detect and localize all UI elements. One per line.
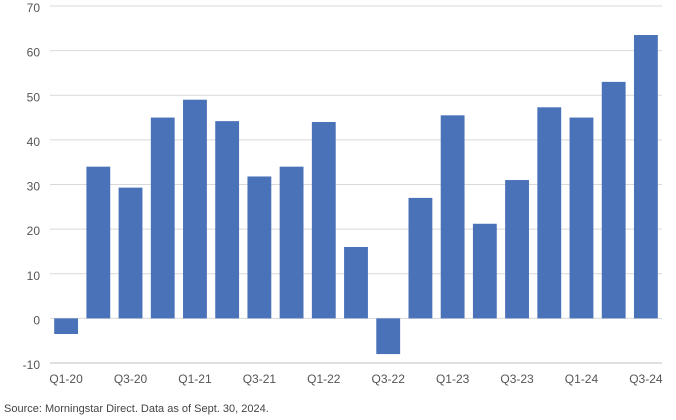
x-axis-labels: Q1-20 Q3-20 Q1-21 Q3-21 Q1-22 Q3-22 Q1-23 Q3-23… (49, 372, 662, 386)
x-tick-label: Q1-24 (565, 372, 599, 386)
y-tick-label: 30 (27, 180, 41, 194)
y-tick-label: 0 (33, 313, 40, 327)
x-tick-label: Q3-22 (372, 372, 406, 386)
x-tick-label: Q1-21 (178, 372, 212, 386)
y-axis-labels: -10 0 10 20 30 40 50 60 70 (23, 1, 41, 372)
y-tick-label: 60 (27, 46, 41, 60)
bar-q1-23 (440, 115, 465, 319)
bar-q1-20 (54, 318, 79, 334)
y-tick-label: 50 (27, 90, 41, 104)
bar-q1-21 (183, 99, 207, 319)
x-tick-label: Q3-23 (500, 372, 534, 386)
bar-q4-23 (537, 107, 562, 319)
bar-q3-22 (376, 318, 401, 355)
bar-q2-23 (472, 223, 497, 319)
bar-q2-24 (601, 81, 626, 319)
y-tick-label: 40 (27, 135, 41, 149)
bar-q1-22 (311, 122, 336, 319)
x-tick-label: Q1-20 (49, 372, 83, 386)
bar-q3-20 (118, 187, 143, 319)
bar-q2-21 (215, 121, 240, 319)
bar-q4-20 (150, 117, 175, 319)
bar-q4-22 (408, 197, 433, 319)
y-tick-label: 70 (27, 1, 41, 15)
bar-q2-20 (86, 166, 111, 319)
y-tick-label: 20 (27, 224, 41, 238)
y-tick-label: 10 (27, 269, 41, 283)
bar-q2-22 (344, 246, 368, 319)
source-note: Source: Morningstar Direct. Data as of S… (4, 403, 269, 415)
bar-q3-23 (505, 180, 529, 319)
x-tick-label: Q3-21 (243, 372, 277, 386)
x-tick-label: Q3-24 (629, 372, 663, 386)
bars (54, 35, 658, 355)
bar-q1-24 (569, 117, 594, 319)
x-tick-label: Q1-22 (307, 372, 341, 386)
bar-q3-21 (247, 176, 272, 319)
y-tick-label: -10 (23, 358, 41, 372)
x-tick-label: Q3-20 (114, 372, 148, 386)
bar-q4-21 (279, 166, 304, 319)
bar-q3-24 (633, 35, 658, 319)
x-tick-label: Q1-23 (436, 372, 470, 386)
